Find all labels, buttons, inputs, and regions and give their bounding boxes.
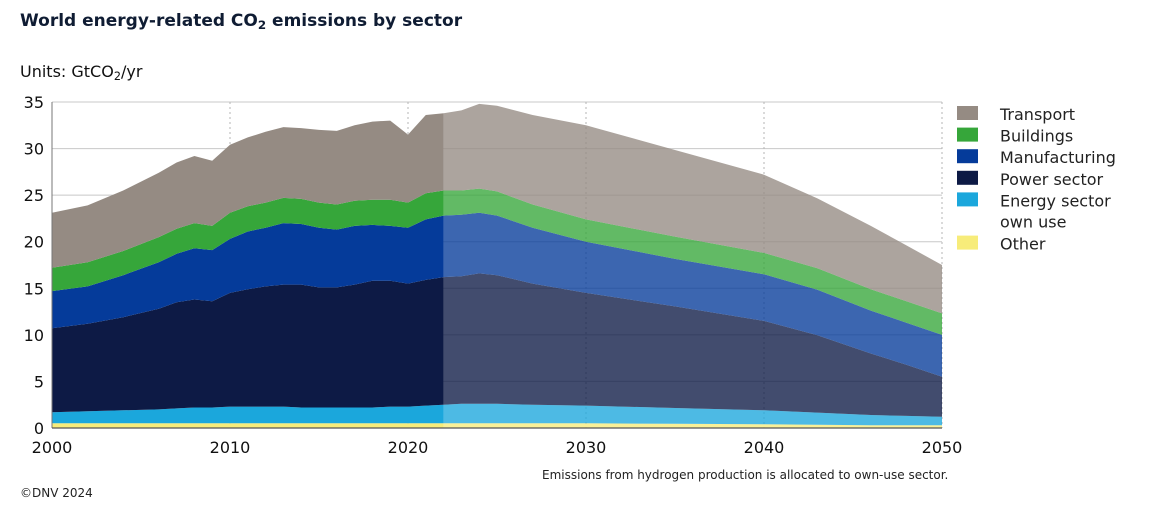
area-transport-historical: [52, 113, 444, 268]
legend-swatch-transport: [957, 106, 978, 120]
legend-label-energy-sector-own-use: own use: [1000, 212, 1066, 231]
title-suffix: emissions by sector: [266, 11, 463, 31]
legend-swatch-manufacturing: [957, 149, 978, 164]
legend-label-energy-sector-own-use: Energy sector: [1000, 191, 1111, 210]
footnote: Emissions from hydrogen production is al…: [542, 468, 949, 482]
legend-label-manufacturing: Manufacturing: [1000, 148, 1116, 167]
copyright: ©DNV 2024: [20, 486, 93, 500]
chart-title: World energy-related CO2 emissions by se…: [20, 11, 462, 32]
y-tick-label: 15: [24, 279, 44, 298]
x-tick-label: 2010: [210, 438, 251, 457]
legend-label-power-sector: Power sector: [1000, 170, 1104, 189]
area-manufacturing-forecast: [443, 212, 942, 377]
x-tick-label: 2020: [388, 438, 429, 457]
area-power-sector-forecast: [443, 273, 942, 417]
units-suffix: /yr: [120, 62, 143, 81]
area-buildings-forecast: [443, 188, 942, 335]
x-tick-label: 2050: [922, 438, 963, 457]
area-manufacturing-historical: [52, 215, 444, 329]
y-tick-label: 0: [34, 419, 44, 438]
y-tick-label: 25: [24, 186, 44, 205]
legend: Transport Buildings Manufacturing Power sec…: [957, 105, 1116, 254]
legend-swatch-other: [957, 235, 978, 250]
area-other-forecast: [443, 423, 942, 428]
y-tick-label: 20: [24, 233, 44, 252]
x-tick-label: 2030: [566, 438, 607, 457]
title-subscript: 2: [257, 17, 267, 32]
area-transport-forecast: [443, 103, 942, 314]
legend-label-buildings: Buildings: [1000, 127, 1073, 146]
area-buildings-historical: [52, 190, 444, 292]
units-label: Units: GtCO2/yr: [20, 62, 142, 83]
legend-label-transport: Transport: [999, 105, 1075, 124]
x-tick-label: 2040: [744, 438, 785, 457]
area-power-sector-historical: [52, 277, 444, 413]
area-energy-sector-own-use-forecast: [443, 403, 942, 426]
y-tick-label: 10: [24, 326, 44, 345]
legend-swatch-energy-sector-own-use: [957, 192, 978, 207]
y-tick-label: 5: [34, 372, 44, 391]
legend-swatch-buildings: [957, 127, 978, 142]
title-text: World energy-related CO: [20, 11, 258, 31]
area-energy-sector-own-use-historical: [52, 404, 444, 424]
legend-swatch-power-sector: [957, 170, 978, 185]
units-subscript: 2: [113, 69, 121, 83]
y-tick-label: 35: [24, 93, 44, 112]
y-tick-label: 30: [24, 140, 44, 159]
legend-label-other: Other: [1000, 235, 1046, 254]
units-text: Units: GtCO: [20, 62, 114, 81]
area-other-historical: [52, 423, 444, 428]
x-tick-label: 2000: [32, 438, 73, 457]
